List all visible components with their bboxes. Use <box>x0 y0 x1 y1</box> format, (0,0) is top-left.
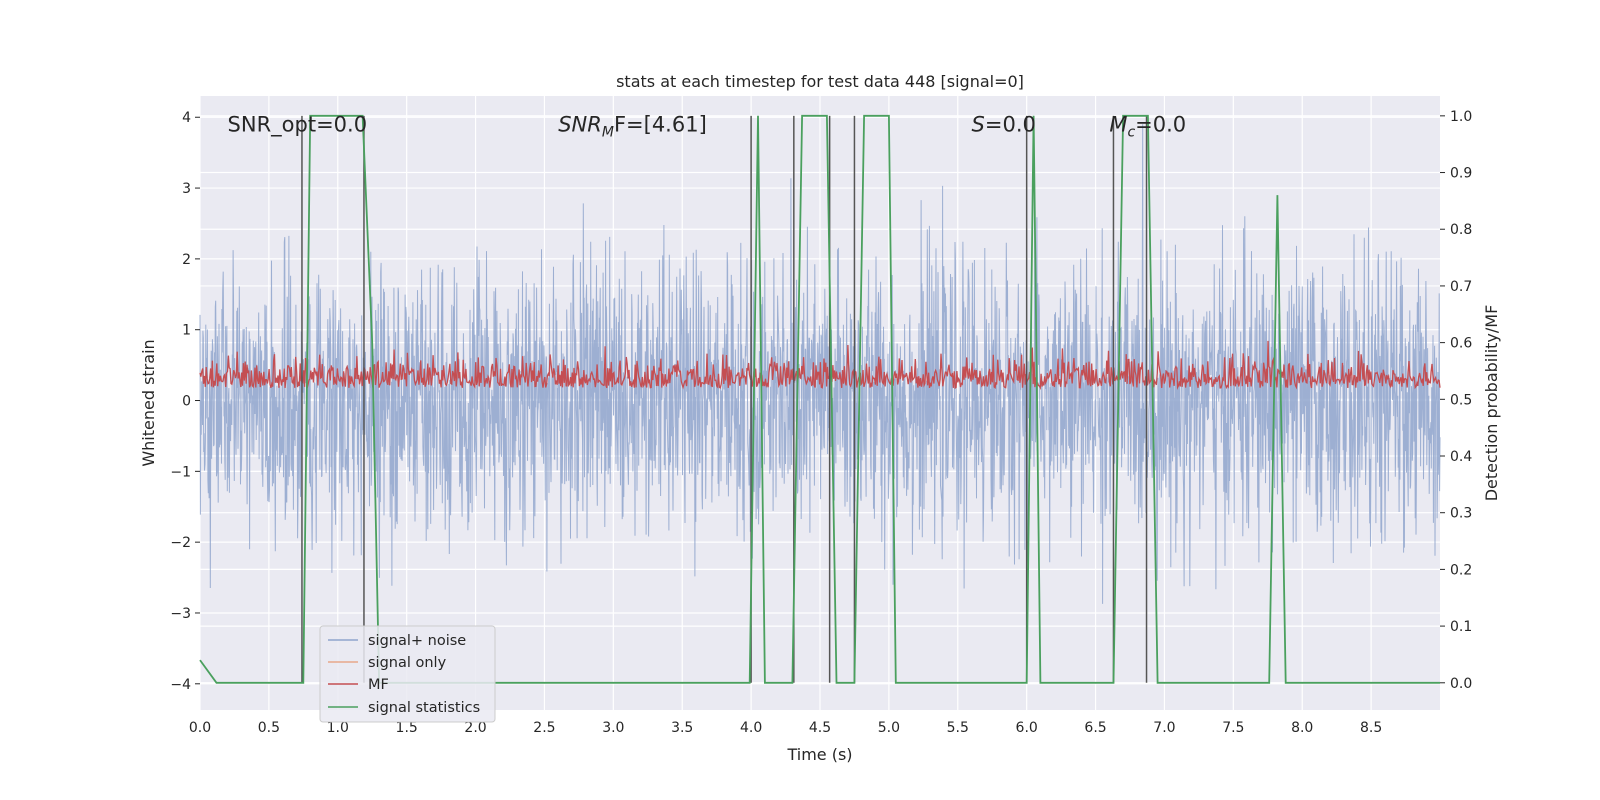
y-left-axis-ticks: −4 −3 −2 −1 0 1 2 3 4 <box>170 110 200 693</box>
y-right-tick-label-10: 1.0 <box>1450 109 1472 125</box>
y-right-axis-ticks: 0.0 0.1 0.2 0.3 0.4 0.5 0.6 0.7 0.8 0.9 1.0 <box>1440 109 1472 692</box>
x-tick-label-2: 1.0 <box>327 720 349 736</box>
x-tick-label-10: 5.0 <box>878 720 900 736</box>
x-tick-label-7: 3.5 <box>671 720 693 736</box>
y-right-tick-label-3: 0.3 <box>1450 506 1472 522</box>
x-axis-ticks: 0.0 0.5 1.0 1.5 2.0 2.5 3.0 3.5 4.0 4.5 5.0 5.5 6.0 6… <box>189 720 1382 736</box>
y-right-axis-label: Detection probability/MF <box>1482 305 1501 502</box>
x-tick-label-3: 1.5 <box>396 720 418 736</box>
y-left-tick-label-5: 1 <box>182 323 191 339</box>
y-right-tick-label-1: 0.1 <box>1450 619 1472 635</box>
y-right-tick-label-9: 0.9 <box>1450 166 1472 182</box>
legend-label-signal-only: signal only <box>368 655 447 671</box>
legend-label-signal-statistics: signal statistics <box>368 700 480 716</box>
x-tick-label-9: 4.5 <box>809 720 831 736</box>
y-right-tick-label-5: 0.5 <box>1450 392 1472 408</box>
x-axis-label: Time (s) <box>786 745 852 764</box>
y-left-tick-label-8: 4 <box>182 110 191 126</box>
x-tick-label-11: 5.5 <box>947 720 969 736</box>
y-left-tick-label-7: 3 <box>182 181 191 197</box>
y-right-tick-label-4: 0.4 <box>1450 449 1472 465</box>
y-right-tick-label-2: 0.2 <box>1450 562 1472 578</box>
series-signal-statistics-line <box>199 114 1440 684</box>
x-tick-label-17: 8.5 <box>1360 720 1382 736</box>
x-tick-label-5: 2.5 <box>533 720 555 736</box>
legend-label-mf: MF <box>368 677 389 693</box>
x-tick-label-4: 2.0 <box>464 720 486 736</box>
x-tick-label-16: 8.0 <box>1291 720 1313 736</box>
y-left-tick-label-0: −4 <box>170 677 191 693</box>
annotations: SNR_opt=0.0 SNRMF=[4.61] S=0.0 Mc=0.0 <box>228 112 1187 140</box>
legend-label-signal-noise: signal+ noise <box>368 633 466 649</box>
y-left-tick-label-6: 2 <box>182 252 191 268</box>
legend: signal+ noise signal only MF signal stat… <box>319 625 496 723</box>
y-right-tick-label-0: 0.0 <box>1450 676 1472 692</box>
y-left-tick-label-2: −2 <box>170 535 191 551</box>
chart-title: stats at each timestep for test data 448… <box>616 72 1024 91</box>
series-mf-line <box>199 340 1441 391</box>
annotation-1: SNRMF=[4.61] <box>558 112 707 140</box>
y-left-tick-label-1: −3 <box>170 606 191 622</box>
y-right-tick-label-7: 0.7 <box>1450 279 1472 295</box>
x-tick-label-6: 3.0 <box>602 720 624 736</box>
annotation-2: S=0.0 <box>972 112 1036 136</box>
series-signal-noise <box>199 124 1441 604</box>
y-right-tick-label-8: 0.8 <box>1450 222 1472 238</box>
x-tick-label-12: 6.0 <box>1016 720 1038 736</box>
y-left-axis-label: Whitened strain <box>139 339 158 466</box>
y-left-tick-label-4: 0 <box>182 394 191 410</box>
x-tick-label-15: 7.5 <box>1222 720 1244 736</box>
x-tick-label-8: 4.0 <box>740 720 762 736</box>
y-left-tick-label-3: −1 <box>170 464 191 480</box>
y-right-tick-label-6: 0.6 <box>1450 336 1472 352</box>
legend-box <box>319 625 496 723</box>
series-mf <box>199 340 1441 391</box>
annotation-0: SNR_opt=0.0 <box>228 112 368 137</box>
x-tick-label-13: 6.5 <box>1084 720 1106 736</box>
x-tick-label-14: 7.0 <box>1153 720 1175 736</box>
series-signal-statistics <box>199 114 1440 684</box>
x-tick-label-0: 0.0 <box>189 720 211 736</box>
annotation-3: Mc=0.0 <box>1109 112 1186 140</box>
x-tick-label-1: 0.5 <box>258 720 280 736</box>
series-signal-noise-line <box>199 124 1441 604</box>
